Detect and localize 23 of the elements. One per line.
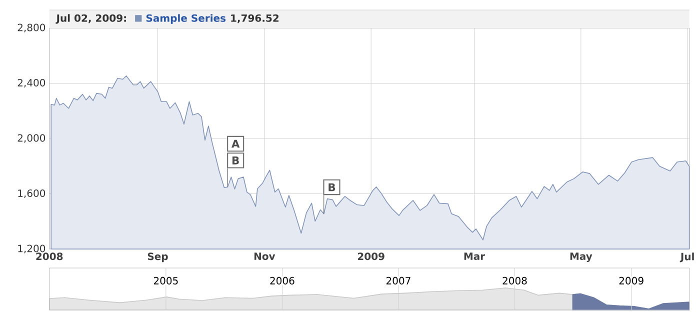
x-tick-label: 2009 — [619, 276, 644, 284]
x-tick-label: 2005 — [154, 276, 178, 284]
x-tick-label: Jul — [680, 252, 694, 262]
x-tick-label: 2008 — [502, 276, 527, 284]
y-tick-label: 2,800 — [18, 24, 46, 32]
text: 1,796.52 — [231, 14, 278, 24]
annotation: B — [232, 156, 239, 164]
annotation: B — [328, 183, 336, 192]
x-tick-label: 2007 — [386, 276, 410, 284]
x-tick-label: 2006 — [270, 276, 294, 284]
y-tick-label: 1,600 — [18, 189, 46, 198]
y-tick-label: 1,200 — [18, 244, 46, 254]
legend-label: Sample Series — [146, 14, 226, 24]
x-tick-label: Sep — [148, 252, 168, 262]
y-tick-label: 2,400 — [18, 78, 46, 88]
x-tick-label: Nov — [254, 252, 276, 260]
x-tick-label: 2008 — [36, 252, 63, 260]
x-tick-label: Mar — [464, 252, 486, 260]
annotation: A — [231, 140, 240, 148]
text: Jul 02, 2009: — [56, 14, 126, 24]
x-tick-label: May — [570, 252, 592, 262]
x-tick-label: 2009 — [358, 252, 384, 260]
y-tick-label: 2,000 — [18, 134, 46, 143]
